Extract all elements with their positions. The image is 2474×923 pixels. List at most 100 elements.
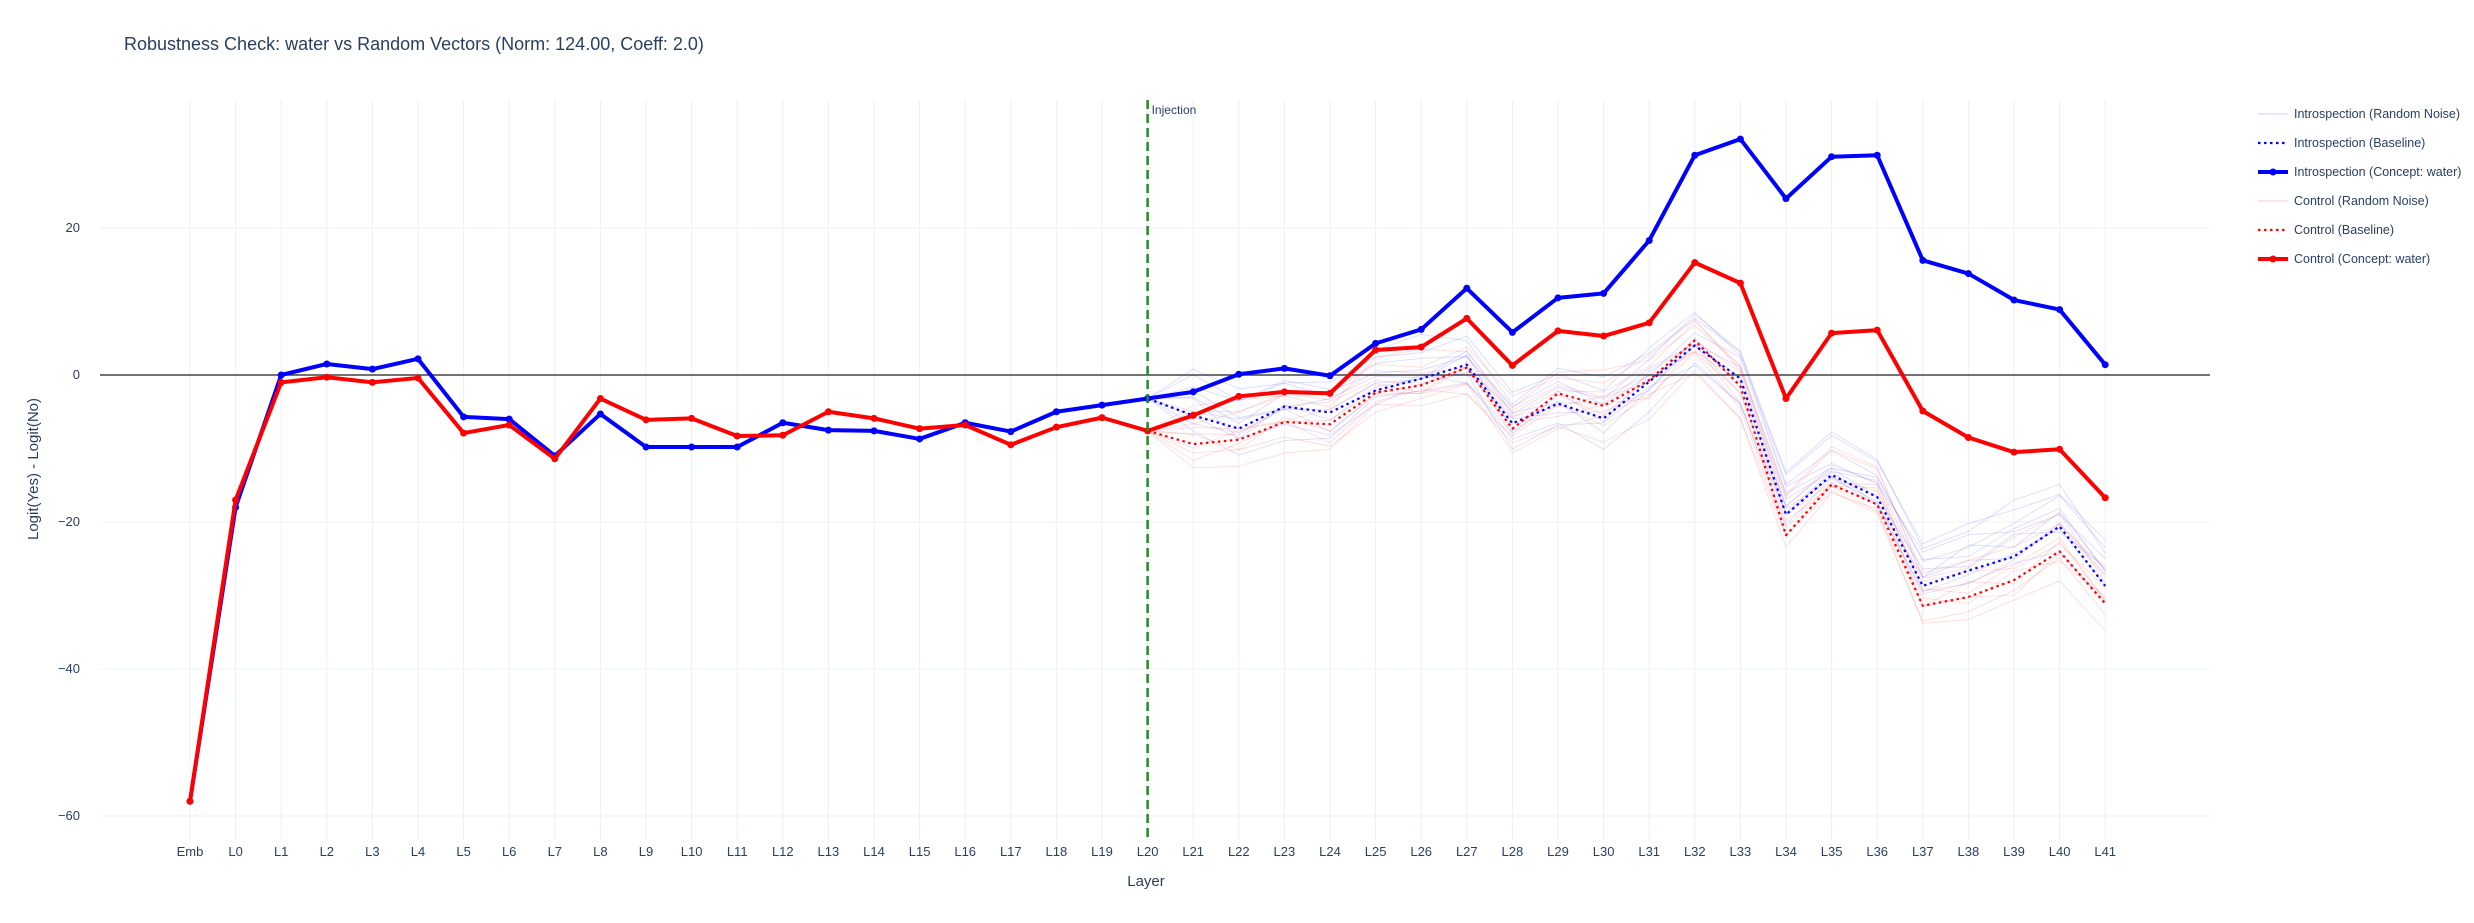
x-tick-label: L11 <box>727 844 748 859</box>
data-point <box>1828 153 1836 161</box>
data-point <box>870 427 878 435</box>
data-point <box>323 360 331 368</box>
data-point <box>779 431 787 439</box>
data-point <box>1463 284 1471 292</box>
x-tick-label: L33 <box>1730 844 1752 859</box>
data-point <box>1280 364 1288 372</box>
injection-marker: Injection <box>1146 100 1196 840</box>
data-point <box>323 373 331 381</box>
data-point <box>916 425 924 433</box>
data-point <box>368 365 376 373</box>
data-point <box>1189 411 1197 419</box>
x-tick-label: L37 <box>1912 844 1934 859</box>
x-tick-label: L34 <box>1775 844 1797 859</box>
x-tick-label: L17 <box>1000 844 1022 859</box>
data-point <box>1691 151 1699 159</box>
x-tick-label: L23 <box>1274 844 1296 859</box>
y-tick-label: −40 <box>58 661 80 676</box>
legend-marker <box>2269 168 2277 176</box>
data-point <box>1964 270 1972 278</box>
chart-title: Robustness Check: water vs Random Vector… <box>124 34 704 54</box>
data-point <box>1052 408 1060 416</box>
x-tick-label: L31 <box>1638 844 1660 859</box>
data-point <box>642 443 650 451</box>
y-tick-label: 20 <box>66 220 80 235</box>
data-point <box>1873 151 1881 159</box>
x-tick-label: L38 <box>1958 844 1980 859</box>
legend-label: Control (Concept: water) <box>2294 252 2430 266</box>
x-tick-label: L26 <box>1410 844 1432 859</box>
data-point <box>2101 494 2109 502</box>
x-tick-label: L10 <box>681 844 703 859</box>
data-point <box>1052 423 1060 431</box>
data-point <box>688 414 696 422</box>
x-tick-label: L2 <box>320 844 334 859</box>
data-point <box>961 421 969 429</box>
x-tick-label: L30 <box>1593 844 1615 859</box>
data-point <box>733 432 741 440</box>
data-point <box>916 435 924 443</box>
data-point <box>414 374 422 382</box>
data-point <box>596 410 604 418</box>
data-point <box>642 416 650 424</box>
data-point <box>1554 327 1562 335</box>
data-point <box>1007 428 1015 436</box>
data-point <box>1828 329 1836 337</box>
data-point <box>1691 259 1699 267</box>
x-tick-label: L1 <box>274 844 288 859</box>
data-point <box>1600 289 1608 297</box>
x-tick-label: L0 <box>228 844 242 859</box>
data-point <box>277 371 285 379</box>
x-tick-label: L8 <box>593 844 607 859</box>
data-point <box>186 797 194 805</box>
data-point <box>1736 279 1744 287</box>
data-point <box>1417 343 1425 351</box>
data-point <box>2010 448 2018 456</box>
data-point <box>1326 389 1334 397</box>
data-point <box>1189 388 1197 396</box>
x-tick-label: L27 <box>1456 844 1478 859</box>
data-point <box>1508 361 1516 369</box>
data-point <box>779 419 787 427</box>
x-tick-labels: Emb L0 L1 L2 L3 L4 L5 L6 L7 L8 L9 L10 L11 L12 L13 L14 L1… <box>177 844 2116 859</box>
data-point <box>1235 392 1243 400</box>
data-point <box>824 426 832 434</box>
x-tick-label: L19 <box>1091 844 1113 859</box>
legend-label: Control (Random Noise) <box>2294 194 2429 208</box>
data-point <box>1372 346 1380 354</box>
data-point <box>596 395 604 403</box>
x-tick-label: L9 <box>639 844 653 859</box>
data-point <box>688 443 696 451</box>
data-point <box>1782 395 1790 403</box>
data-point <box>414 355 422 363</box>
data-point <box>1873 326 1881 334</box>
x-tick-label: L40 <box>2049 844 2071 859</box>
y-tick-label: 0 <box>73 367 80 382</box>
data-point <box>1235 370 1243 378</box>
legend-label: Introspection (Concept: water) <box>2294 165 2461 179</box>
data-point <box>1919 256 1927 264</box>
data-point <box>1964 433 1972 441</box>
x-tick-label: L13 <box>818 844 840 859</box>
data-point <box>870 414 878 422</box>
legend-marker <box>2269 255 2277 263</box>
legend-label: Introspection (Random Noise) <box>2294 107 2460 121</box>
data-point <box>1919 407 1927 415</box>
data-point <box>1645 319 1653 327</box>
data-point <box>1280 388 1288 396</box>
x-tick-label: L24 <box>1319 844 1341 859</box>
data-point <box>1098 414 1106 422</box>
data-point <box>1600 332 1608 340</box>
legend: Introspection (Random Noise) Introspectio… <box>2258 107 2461 266</box>
x-tick-label: L7 <box>548 844 562 859</box>
x-tick-label: L12 <box>772 844 794 859</box>
x-tick-label: L32 <box>1684 844 1706 859</box>
data-point <box>1736 135 1744 143</box>
data-point <box>1782 195 1790 203</box>
x-tick-label: L18 <box>1046 844 1068 859</box>
data-point <box>505 415 513 423</box>
x-tick-label: L36 <box>1866 844 1888 859</box>
data-point <box>232 496 240 504</box>
y-tick-label: −20 <box>58 514 80 529</box>
data-point <box>1554 294 1562 302</box>
